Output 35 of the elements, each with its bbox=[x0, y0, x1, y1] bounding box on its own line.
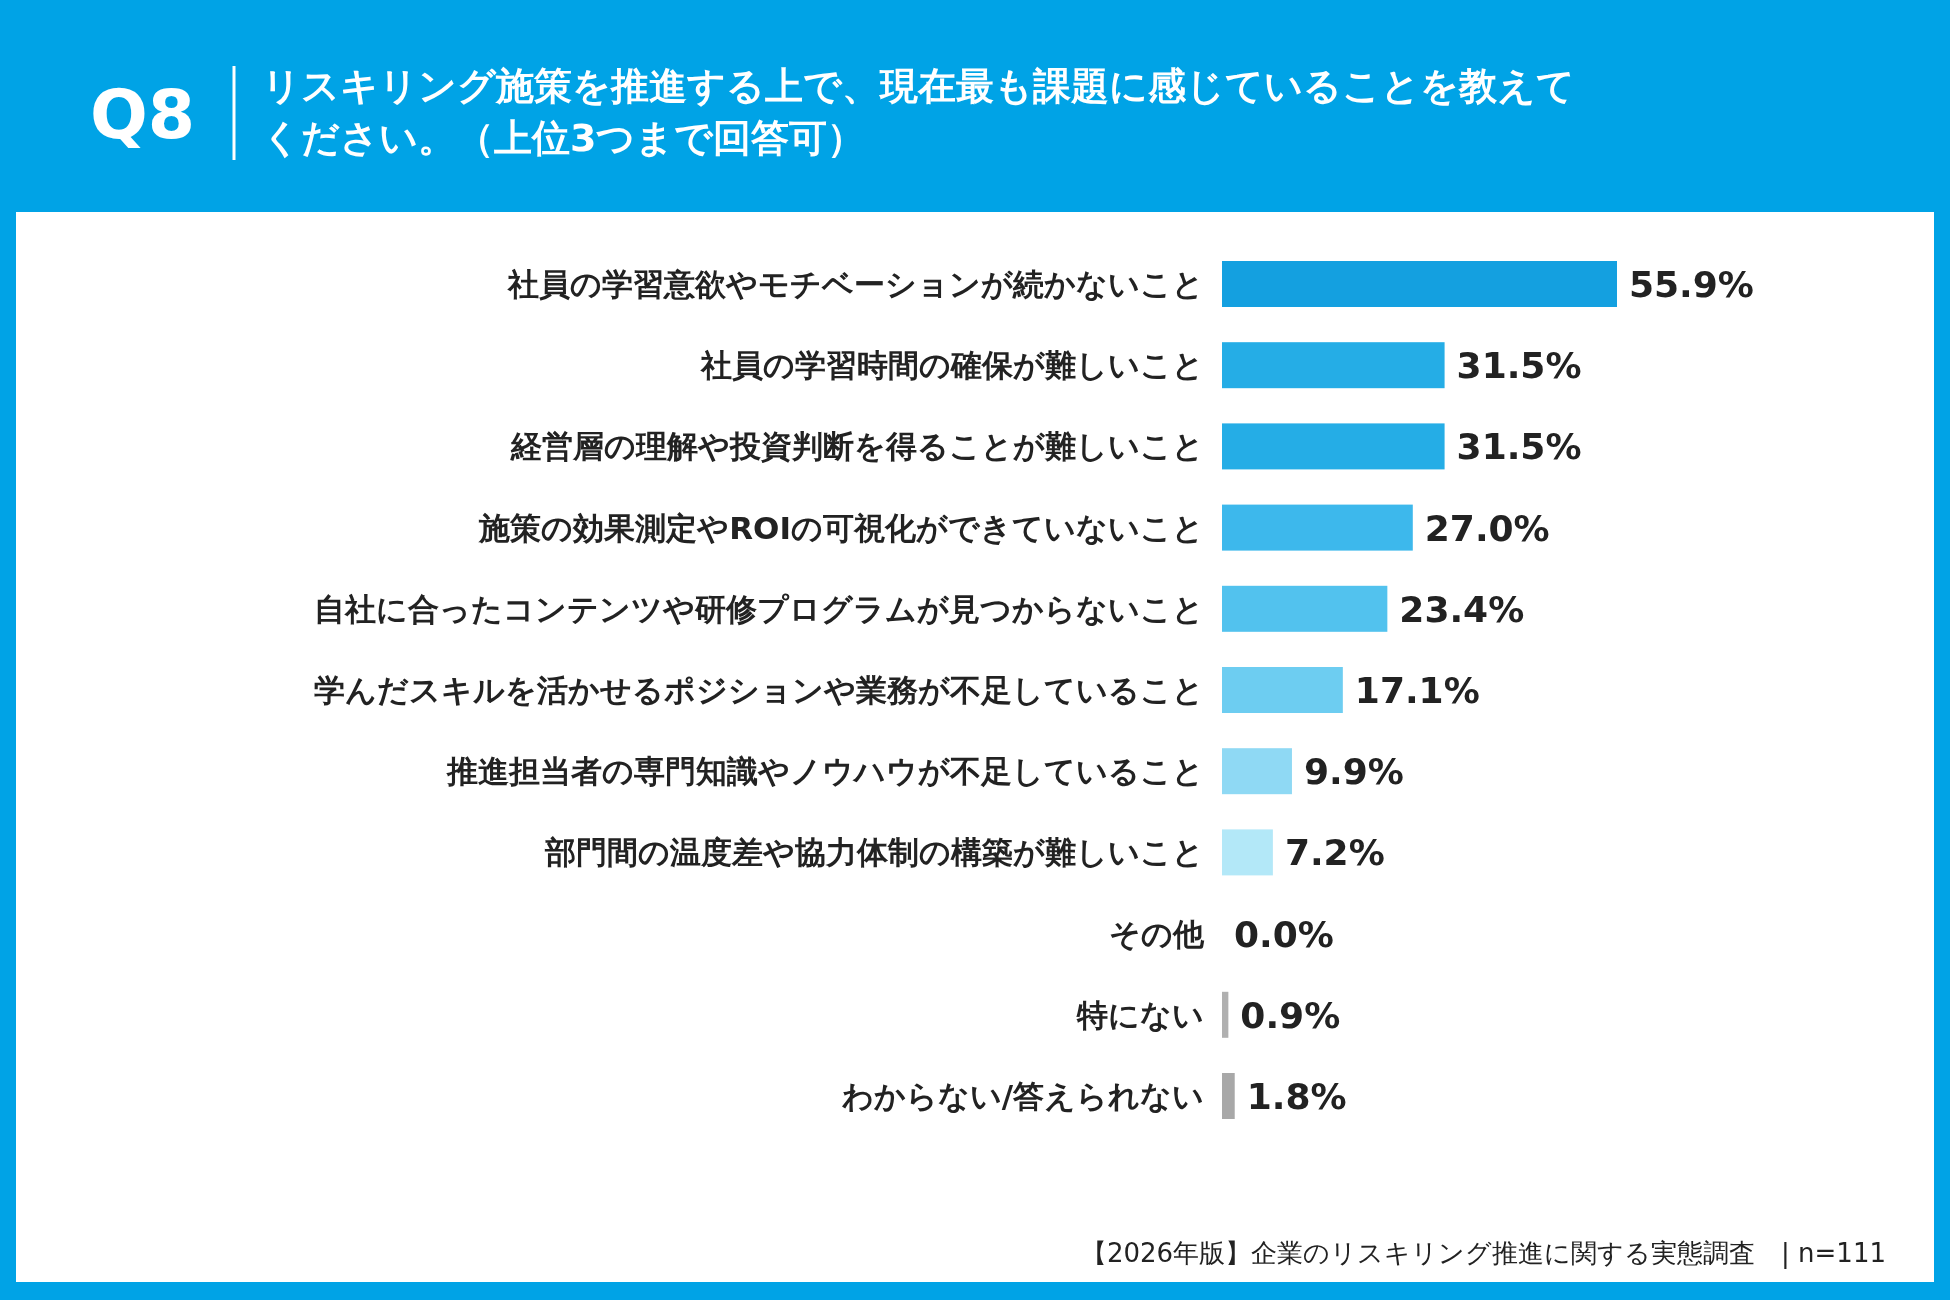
y-tick-label: 部門間の温度差や協力体制の構築が難しいこと bbox=[544, 834, 1204, 871]
y-tick-label: その他 bbox=[1109, 915, 1205, 952]
data-label: 0.9% bbox=[1240, 994, 1341, 1036]
data-label: 9.9% bbox=[1303, 751, 1404, 793]
y-tick-label: 特にない bbox=[1076, 996, 1204, 1033]
bar bbox=[1222, 585, 1388, 632]
y-tick-label: 経営層の理解や投資判断を得ることが難しいこと bbox=[510, 428, 1204, 465]
y-tick-label: 学んだスキルを活かせるポジションや業務が不足していること bbox=[314, 672, 1204, 708]
data-label: 31.5% bbox=[1456, 345, 1582, 387]
text: 【2026年版】企業のリスキリング推進に関する実態調査 | n=111 bbox=[1080, 1238, 1886, 1269]
data-label: 23.4% bbox=[1399, 588, 1525, 630]
y-tick-label: 社員の学習時間の確保が難しいこと bbox=[700, 347, 1204, 384]
y-tick-label: 施策の効果測定やROIの可視化ができていないこと bbox=[478, 509, 1204, 546]
bar bbox=[1222, 667, 1343, 713]
bar bbox=[1222, 504, 1413, 551]
data-label: 55.9% bbox=[1629, 264, 1754, 305]
bar bbox=[1222, 342, 1445, 389]
y-tick-label: わからない/答えられない bbox=[841, 1078, 1204, 1114]
bar bbox=[1222, 748, 1292, 795]
y-tick-label: 社員の学習意欲やモチベーションが続かないこと bbox=[507, 266, 1204, 302]
bar bbox=[1222, 829, 1273, 876]
data-label: 1.8% bbox=[1246, 1076, 1347, 1117]
y-tick-label: 推進担当者の専門知識やノウハウが不足していること bbox=[446, 753, 1204, 790]
chart-subtitle: リスキリング施策を推進する上で、現在最も課題に感じていることを教えてください。（上位3つまで回答可） bbox=[262, 63, 1576, 162]
bar bbox=[1222, 423, 1445, 470]
bar bbox=[1222, 261, 1617, 307]
data-label: 17.1% bbox=[1354, 670, 1480, 711]
text: Q8 bbox=[90, 75, 196, 154]
data-label: 0.0% bbox=[1234, 913, 1334, 955]
bar bbox=[1222, 991, 1229, 1038]
data-label: 31.5% bbox=[1456, 426, 1582, 468]
data-label: 7.2% bbox=[1284, 832, 1385, 874]
y-tick-label: 自社に合ったコンテンツや研修プログラムが見つからないこと bbox=[314, 590, 1204, 627]
bar bbox=[1222, 1073, 1235, 1119]
data-label: 27.0% bbox=[1424, 507, 1550, 549]
